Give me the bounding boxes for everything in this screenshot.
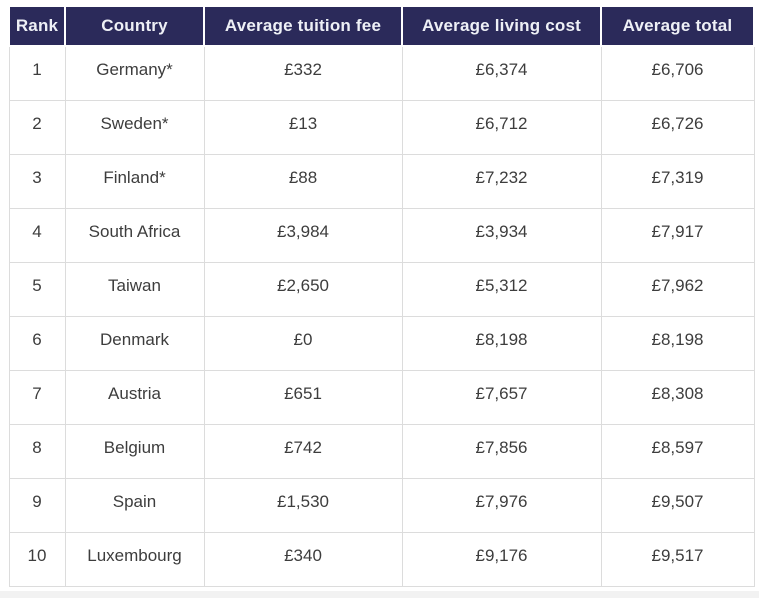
- tuition-cost-table: Rank Country Average tuition fee Average…: [8, 5, 755, 587]
- cell-rank: 6: [8, 315, 66, 371]
- cell-total: £9,507: [600, 477, 755, 533]
- cell-country: Belgium: [64, 423, 205, 479]
- cell-tuition-fee: £88: [203, 153, 403, 209]
- cell-living-cost: £8,198: [401, 315, 602, 371]
- table-row: 9 Spain £1,530 £7,976 £9,507: [8, 477, 755, 533]
- cell-country: Denmark: [64, 315, 205, 371]
- cell-rank: 9: [8, 477, 66, 533]
- cell-living-cost: £7,657: [401, 369, 602, 425]
- cell-total: £8,597: [600, 423, 755, 479]
- table-row: 8 Belgium £742 £7,856 £8,597: [8, 423, 755, 479]
- table-row: 6 Denmark £0 £8,198 £8,198: [8, 315, 755, 371]
- cell-living-cost: £6,374: [401, 45, 602, 101]
- column-header-tuition-fee: Average tuition fee: [203, 5, 403, 47]
- table-row: 1 Germany* £332 £6,374 £6,706: [8, 45, 755, 101]
- table-row: 3 Finland* £88 £7,232 £7,319: [8, 153, 755, 209]
- column-header-rank: Rank: [8, 5, 66, 47]
- cell-tuition-fee: £0: [203, 315, 403, 371]
- cell-rank: 7: [8, 369, 66, 425]
- cell-rank: 3: [8, 153, 66, 209]
- cell-rank: 8: [8, 423, 66, 479]
- cell-country: Germany*: [64, 45, 205, 101]
- table-row: 5 Taiwan £2,650 £5,312 £7,962: [8, 261, 755, 317]
- cell-rank: 10: [8, 531, 66, 587]
- cell-tuition-fee: £13: [203, 99, 403, 155]
- cell-living-cost: £7,976: [401, 477, 602, 533]
- cell-living-cost: £7,232: [401, 153, 602, 209]
- cell-tuition-fee: £332: [203, 45, 403, 101]
- cell-country: Sweden*: [64, 99, 205, 155]
- cell-total: £9,517: [600, 531, 755, 587]
- cell-tuition-fee: £340: [203, 531, 403, 587]
- cell-total: £7,319: [600, 153, 755, 209]
- cell-total: £8,198: [600, 315, 755, 371]
- cell-tuition-fee: £742: [203, 423, 403, 479]
- cell-tuition-fee: £651: [203, 369, 403, 425]
- cell-total: £6,706: [600, 45, 755, 101]
- cell-tuition-fee: £1,530: [203, 477, 403, 533]
- cell-tuition-fee: £3,984: [203, 207, 403, 263]
- cell-country: Spain: [64, 477, 205, 533]
- cell-living-cost: £7,856: [401, 423, 602, 479]
- cell-total: £7,917: [600, 207, 755, 263]
- cell-living-cost: £6,712: [401, 99, 602, 155]
- table-row: 2 Sweden* £13 £6,712 £6,726: [8, 99, 755, 155]
- table-row: 7 Austria £651 £7,657 £8,308: [8, 369, 755, 425]
- table-row: 10 Luxembourg £340 £9,176 £9,517: [8, 531, 755, 587]
- cell-total: £8,308: [600, 369, 755, 425]
- background-strip: [0, 591, 759, 598]
- cell-country: South Africa: [64, 207, 205, 263]
- cell-rank: 5: [8, 261, 66, 317]
- cell-rank: 1: [8, 45, 66, 101]
- cell-total: £6,726: [600, 99, 755, 155]
- cell-country: Luxembourg: [64, 531, 205, 587]
- cell-rank: 2: [8, 99, 66, 155]
- column-header-living-cost: Average living cost: [401, 5, 602, 47]
- cell-living-cost: £5,312: [401, 261, 602, 317]
- cell-living-cost: £3,934: [401, 207, 602, 263]
- column-header-country: Country: [64, 5, 205, 47]
- column-header-total: Average total: [600, 5, 755, 47]
- cell-total: £7,962: [600, 261, 755, 317]
- cell-country: Taiwan: [64, 261, 205, 317]
- cell-country: Finland*: [64, 153, 205, 209]
- cell-rank: 4: [8, 207, 66, 263]
- cell-tuition-fee: £2,650: [203, 261, 403, 317]
- header-row: Rank Country Average tuition fee Average…: [8, 5, 755, 47]
- table-row: 4 South Africa £3,984 £3,934 £7,917: [8, 207, 755, 263]
- cell-living-cost: £9,176: [401, 531, 602, 587]
- cell-country: Austria: [64, 369, 205, 425]
